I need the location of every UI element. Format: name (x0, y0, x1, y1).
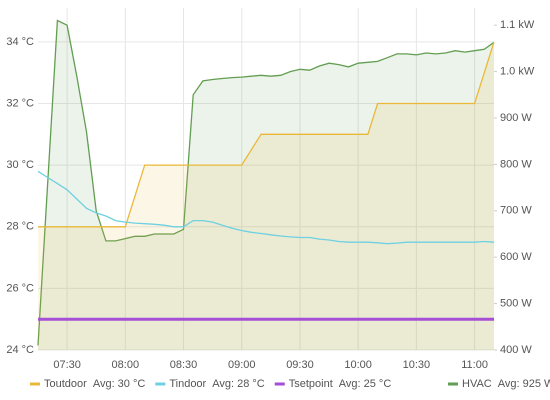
legend-item: Tsetpoint Avg: 25 °C (274, 378, 392, 390)
y-tick-label: 28 °C (6, 221, 34, 233)
legend-label: HVAC (462, 378, 492, 390)
legend-value: Avg: 25 °C (339, 378, 392, 390)
legend-label: Toutdoor (44, 378, 87, 390)
x-tick-label: 10:30 (403, 359, 431, 371)
x-tick-label: 08:30 (170, 359, 198, 371)
legend-item: HVAC Avg: 925 W (448, 378, 550, 390)
x-tick-label: 09:00 (228, 359, 256, 371)
series-line (38, 41, 495, 228)
x-tick-label: 08:00 (112, 359, 140, 371)
y2-tick-label: 400 W (500, 344, 532, 356)
y-tick-label: 34 °C (6, 36, 34, 48)
legend-label: Tindoor (169, 378, 206, 390)
y2-tick-label: 900 W (500, 112, 532, 124)
series-line (37, 19, 495, 346)
y2-tick-label: 1.0 kW (500, 65, 535, 77)
y2-tick-label: 700 W (500, 205, 532, 217)
x-tick-label: 10:00 (344, 359, 372, 371)
x-tick-label: 09:30 (286, 359, 314, 371)
series-line (37, 170, 495, 245)
y-tick-label: 24 °C (6, 344, 34, 356)
legend-value: Avg: 28 °C (212, 378, 265, 390)
y-tick-label: 30 °C (6, 159, 34, 171)
y2-tick-label: 600 W (500, 251, 532, 263)
legend-item: Tindoor Avg: 28 °C (155, 378, 265, 390)
x-tick-label: 11:00 (461, 359, 488, 371)
y-tick-label: 32 °C (6, 97, 34, 109)
legend-value: Avg: 30 °C (93, 378, 146, 390)
legend-value: Avg: 925 W (498, 378, 550, 390)
y2-tick-label: 500 W (500, 298, 532, 310)
x-tick-label: 07:30 (53, 359, 81, 371)
y2-tick-label: 800 W (500, 158, 532, 170)
area (38, 41, 494, 351)
y2-tick-label: 1.1 kW (500, 19, 535, 31)
y-tick-label: 26 °C (6, 282, 34, 294)
legend-label: Tsetpoint (289, 378, 333, 390)
legend-item: Toutdoor Avg: 30 °C (30, 378, 145, 390)
